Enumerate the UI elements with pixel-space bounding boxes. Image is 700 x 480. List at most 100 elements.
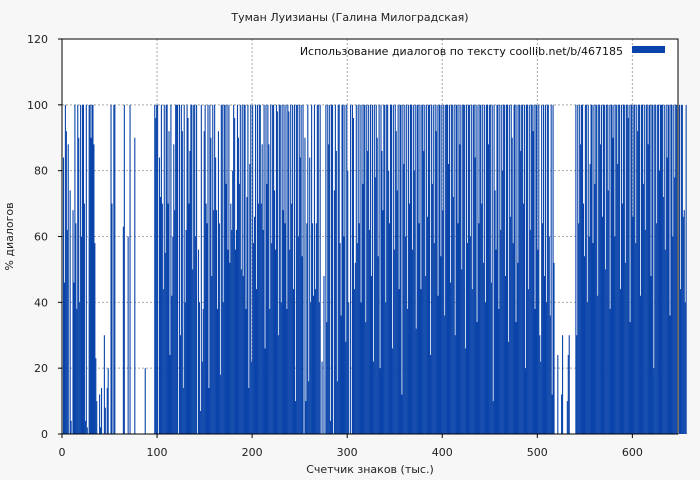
bar bbox=[196, 104, 198, 434]
bar bbox=[358, 223, 360, 434]
bar bbox=[195, 236, 197, 434]
bar bbox=[541, 104, 543, 434]
bar bbox=[299, 157, 301, 434]
bar bbox=[296, 104, 298, 434]
bar bbox=[503, 104, 505, 434]
bar bbox=[346, 104, 348, 434]
bar bbox=[588, 236, 590, 434]
bar bbox=[624, 262, 626, 434]
bar bbox=[512, 243, 514, 434]
bar bbox=[356, 243, 358, 434]
bar bbox=[235, 229, 238, 434]
bar bbox=[641, 104, 643, 434]
bar bbox=[590, 104, 592, 434]
bar bbox=[615, 104, 617, 434]
bar bbox=[589, 164, 591, 434]
bar bbox=[271, 243, 273, 434]
bar bbox=[441, 104, 443, 434]
bar bbox=[318, 302, 320, 434]
bar bbox=[215, 157, 217, 434]
legend-swatch bbox=[632, 46, 665, 53]
bar bbox=[267, 104, 269, 434]
bar bbox=[548, 236, 550, 434]
bar bbox=[613, 104, 615, 434]
bar bbox=[668, 104, 670, 434]
bar bbox=[562, 335, 564, 434]
bar bbox=[308, 381, 310, 434]
bar bbox=[466, 243, 469, 434]
bar bbox=[499, 104, 501, 434]
bar bbox=[404, 104, 406, 434]
bar bbox=[603, 104, 605, 434]
bar bbox=[525, 104, 527, 434]
bar bbox=[310, 302, 312, 434]
bar bbox=[586, 302, 588, 434]
bar bbox=[535, 104, 537, 434]
bar bbox=[631, 104, 633, 434]
bar bbox=[475, 104, 477, 434]
bar bbox=[630, 104, 632, 434]
bar bbox=[114, 104, 116, 434]
bar bbox=[636, 104, 638, 434]
bar bbox=[169, 355, 171, 434]
bar bbox=[216, 210, 218, 434]
bar bbox=[536, 104, 538, 434]
bar bbox=[230, 203, 232, 434]
bar bbox=[433, 243, 435, 434]
bar bbox=[274, 249, 277, 434]
bar bbox=[658, 104, 660, 434]
x-tick-label: 300 bbox=[337, 446, 358, 459]
bar bbox=[406, 104, 408, 434]
bar bbox=[596, 104, 598, 434]
bar bbox=[85, 104, 87, 434]
bar bbox=[123, 104, 125, 434]
bar bbox=[231, 229, 233, 434]
bar bbox=[80, 104, 82, 434]
bar bbox=[383, 104, 385, 434]
bar bbox=[336, 381, 338, 434]
bar bbox=[646, 104, 648, 434]
bar bbox=[639, 104, 641, 434]
bar bbox=[662, 197, 664, 434]
bar bbox=[210, 137, 212, 434]
bar bbox=[593, 104, 595, 434]
bar bbox=[107, 368, 109, 434]
bar bbox=[351, 104, 354, 434]
bar bbox=[309, 157, 311, 434]
bar bbox=[518, 104, 520, 434]
bar bbox=[612, 137, 614, 434]
bar bbox=[198, 302, 200, 434]
bar bbox=[402, 104, 404, 434]
y-tick-label: 20 bbox=[34, 362, 48, 375]
bar bbox=[307, 104, 309, 434]
y-tick-label: 60 bbox=[34, 231, 48, 244]
bar bbox=[450, 104, 452, 434]
bar bbox=[171, 295, 173, 434]
bar bbox=[82, 104, 85, 434]
bar bbox=[412, 104, 414, 434]
bar bbox=[65, 131, 67, 435]
legend-label: Использование диалогов по тексту coollib… bbox=[300, 45, 623, 58]
bar bbox=[314, 289, 316, 434]
bar bbox=[174, 210, 176, 434]
bar bbox=[253, 243, 255, 434]
bar bbox=[509, 216, 511, 434]
bar bbox=[611, 104, 613, 434]
bar bbox=[457, 223, 459, 434]
bar bbox=[311, 104, 313, 434]
bar bbox=[683, 210, 685, 434]
bar bbox=[179, 335, 181, 434]
bar bbox=[273, 104, 275, 434]
bar bbox=[437, 295, 439, 434]
bar bbox=[416, 104, 418, 434]
bar bbox=[385, 302, 387, 434]
bar bbox=[665, 104, 667, 434]
bar bbox=[513, 104, 515, 434]
bar bbox=[542, 223, 544, 434]
x-axis-label: Счетчик знаков (тыс.) bbox=[306, 463, 434, 476]
bar bbox=[594, 183, 596, 434]
bar bbox=[350, 104, 352, 434]
bar bbox=[637, 131, 639, 435]
bar bbox=[522, 104, 524, 434]
bar bbox=[664, 249, 666, 434]
